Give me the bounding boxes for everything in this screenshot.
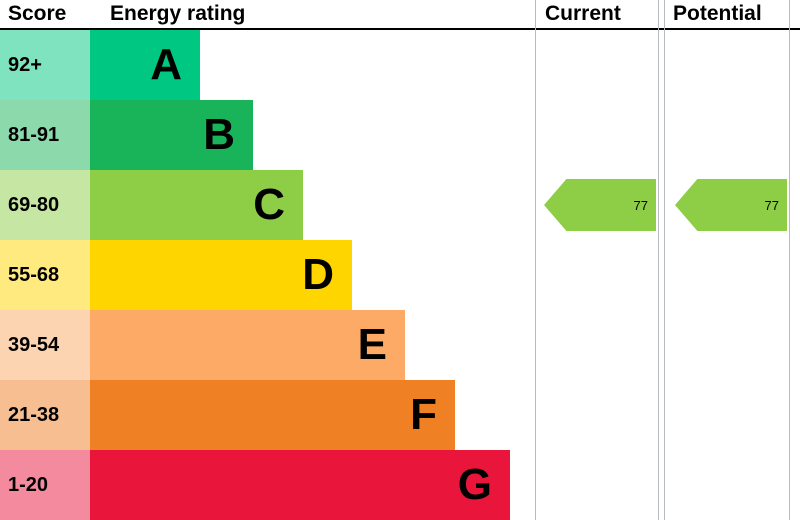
score-range-e: 39-54 <box>0 310 90 380</box>
score-column-header: Score <box>8 2 67 25</box>
current-column: 77 <box>535 0 659 520</box>
band-row-c: 69-80 C <box>0 170 515 240</box>
potential-rating-arrow: 77 <box>675 179 787 231</box>
rating-letter-e: E <box>357 320 387 369</box>
rating-letter-c: C <box>253 180 285 229</box>
band-row-f: 21-38 F <box>0 380 515 450</box>
potential-rating-value: 77 <box>764 197 779 213</box>
score-range-d: 55-68 <box>0 240 90 310</box>
chart-header: Score Energy rating Current Potential <box>0 0 800 30</box>
band-row-b: 81-91 B <box>0 100 515 170</box>
rating-bar-a: A <box>90 30 200 100</box>
potential-column-header: Potential <box>673 2 762 25</box>
rating-letter-f: F <box>410 390 437 439</box>
rating-bar-f: F <box>90 380 455 450</box>
score-range-c: 69-80 <box>0 170 90 240</box>
rating-letter-g: G <box>457 460 492 509</box>
rating-letter-d: D <box>302 250 334 299</box>
rating-bar-c: C <box>90 170 303 240</box>
current-rating-arrow: 77 <box>544 179 656 231</box>
band-row-g: 1-20 G <box>0 450 515 520</box>
rating-bar-e: E <box>90 310 405 380</box>
band-row-e: 39-54 E <box>0 310 515 380</box>
score-range-a: 92+ <box>0 30 90 100</box>
current-rating-value: 77 <box>633 197 648 213</box>
rating-bar-b: B <box>90 100 253 170</box>
score-range-f: 21-38 <box>0 380 90 450</box>
rating-letter-b: B <box>203 110 235 159</box>
score-range-b: 81-91 <box>0 100 90 170</box>
band-row-a: 92+ A <box>0 30 515 100</box>
rating-bar-d: D <box>90 240 352 310</box>
score-range-g: 1-20 <box>0 450 90 520</box>
rating-bar-g: G <box>90 450 510 520</box>
band-row-d: 55-68 D <box>0 240 515 310</box>
rating-letter-a: A <box>150 40 182 89</box>
rating-bands: 92+ A 81-91 B 69-80 C 55-68 D 39-54 <box>0 30 515 520</box>
potential-column: 77 <box>664 0 790 520</box>
current-column-header: Current <box>545 2 621 25</box>
energy-rating-column-header: Energy rating <box>110 2 246 25</box>
